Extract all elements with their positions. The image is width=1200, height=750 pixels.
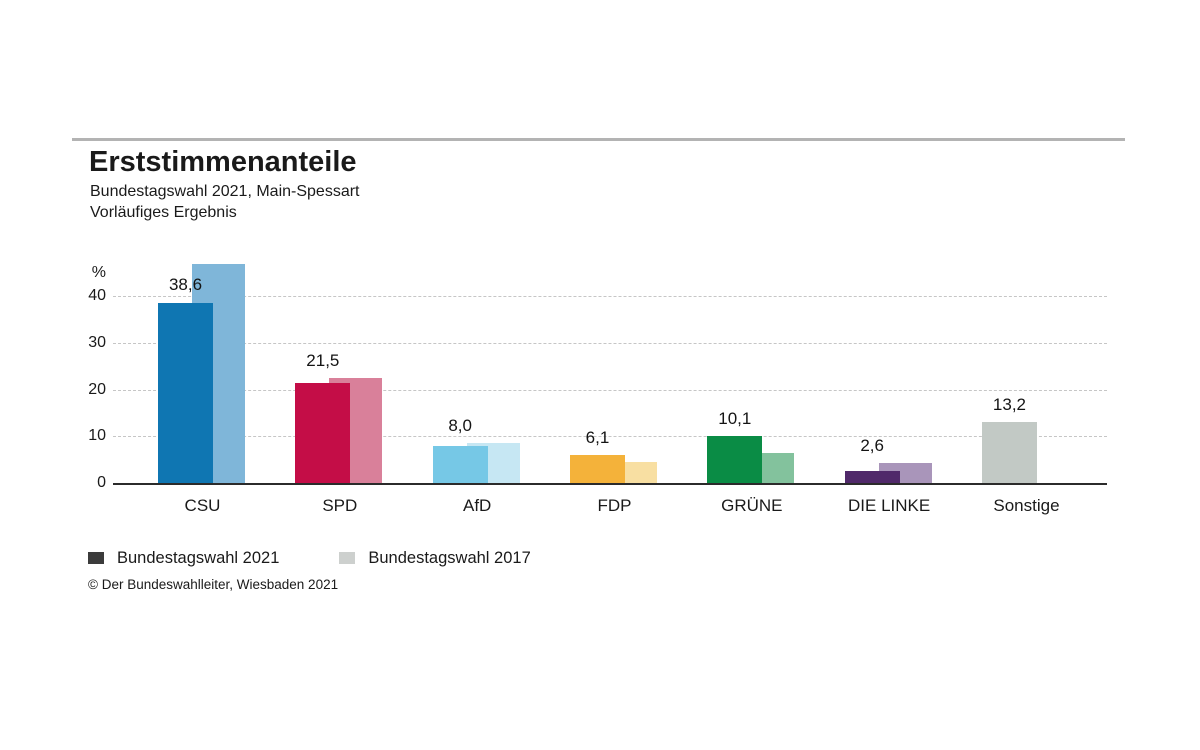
legend-swatch-2017: [339, 552, 356, 564]
value-label-fdp: 6,1: [585, 427, 610, 447]
x-axis-label-fdp: FDP: [597, 496, 632, 515]
x-axis-label-csu: CSU: [184, 496, 221, 515]
title-divider: [72, 138, 1125, 141]
value-label-spd: 21,5: [306, 351, 340, 371]
copyright-text: © Der Bundeswahlleiter, Wiesbaden 2021: [88, 577, 339, 592]
bar-2021-sonstige: [981, 421, 1037, 484]
gridline-20: [113, 389, 1107, 391]
x-axis-label-die-linke: DIE LINKE: [848, 496, 931, 515]
legend-label-2021: Bundestagswahl 2021: [117, 548, 280, 567]
value-label-csu: 38,6: [168, 275, 203, 295]
x-axis-label-grüne: GRÜNE: [721, 496, 783, 515]
y-axis-tick-0: 0: [97, 474, 106, 491]
value-label-grüne: 10,1: [718, 409, 752, 429]
legend: Bundestagswahl 2021 Bundestagswahl 2017: [88, 547, 591, 569]
bar-2021-csu: [158, 303, 213, 484]
bar-2021-die-linke: [844, 471, 900, 484]
y-axis-tick-10: 10: [88, 427, 106, 445]
gridline-10: [113, 436, 1107, 438]
value-label-afd: 8,0: [448, 415, 472, 435]
gridline-30: [113, 342, 1107, 344]
x-axis-label-spd: SPD: [322, 496, 358, 515]
y-axis-tick-20: 20: [88, 380, 106, 398]
y-axis-unit-label: %: [91, 263, 106, 281]
page-title: Erststimmenanteile: [89, 146, 357, 178]
bar-2021-fdp: [569, 454, 625, 484]
y-axis-tick-40: 40: [88, 287, 106, 304]
legend-label-2017: Bundestagswahl 2017: [368, 548, 531, 567]
bar-2021-afd: [432, 446, 488, 484]
x-axis-line: [113, 482, 1107, 485]
x-axis-label-sonstige: Sonstige: [993, 496, 1060, 515]
bar-2021-spd: [295, 382, 351, 484]
legend-swatch-2021: [88, 552, 104, 564]
chart-subtitle-line1: Bundestagswahl 2021, Main-Spessart: [90, 183, 360, 200]
value-label-die-linke: 2,6: [860, 435, 884, 455]
gridline-40: [113, 296, 1107, 297]
y-axis-tick-30: 30: [88, 333, 106, 351]
bar-2021-grüne: [707, 436, 763, 484]
value-label-sonstige: 13,2: [992, 394, 1027, 414]
x-axis-label-afd: AfD: [462, 496, 492, 515]
chart-subtitle-line2: Vorläufiges Ergebnis: [90, 204, 237, 221]
